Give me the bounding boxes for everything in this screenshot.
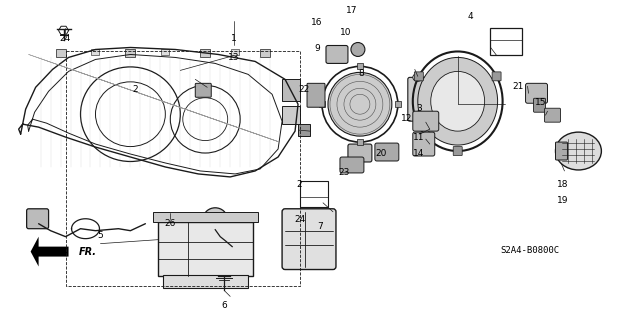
FancyBboxPatch shape [161, 49, 170, 56]
Ellipse shape [431, 71, 484, 131]
FancyBboxPatch shape [307, 83, 325, 107]
Ellipse shape [328, 72, 392, 136]
FancyBboxPatch shape [453, 146, 462, 156]
FancyBboxPatch shape [298, 124, 310, 136]
Text: 4: 4 [467, 12, 473, 21]
Text: 17: 17 [346, 6, 358, 15]
FancyBboxPatch shape [260, 49, 270, 57]
FancyBboxPatch shape [326, 46, 348, 63]
FancyBboxPatch shape [348, 144, 372, 162]
FancyBboxPatch shape [375, 143, 399, 161]
FancyBboxPatch shape [413, 132, 435, 156]
Text: 7: 7 [317, 222, 323, 231]
FancyBboxPatch shape [413, 111, 439, 131]
Ellipse shape [413, 73, 423, 81]
Text: 15: 15 [534, 98, 546, 107]
FancyBboxPatch shape [414, 72, 423, 81]
Text: 11: 11 [413, 133, 425, 142]
FancyBboxPatch shape [195, 83, 211, 97]
Ellipse shape [418, 57, 498, 145]
Text: 24: 24 [59, 34, 70, 43]
Text: 22: 22 [298, 85, 310, 94]
FancyBboxPatch shape [231, 49, 239, 56]
FancyBboxPatch shape [319, 101, 325, 107]
FancyBboxPatch shape [158, 222, 253, 277]
Text: 12: 12 [401, 114, 412, 123]
Text: 14: 14 [413, 149, 425, 158]
FancyBboxPatch shape [357, 139, 363, 145]
Ellipse shape [208, 213, 222, 225]
FancyBboxPatch shape [154, 212, 258, 222]
FancyBboxPatch shape [545, 108, 561, 122]
FancyBboxPatch shape [556, 142, 568, 160]
Text: FR.: FR. [79, 247, 97, 256]
Text: 26: 26 [164, 219, 175, 227]
FancyBboxPatch shape [492, 72, 501, 81]
Ellipse shape [351, 42, 365, 56]
Text: 10: 10 [340, 28, 351, 37]
FancyBboxPatch shape [340, 157, 364, 173]
FancyBboxPatch shape [282, 209, 336, 270]
Text: 5: 5 [97, 231, 102, 240]
FancyBboxPatch shape [125, 49, 136, 57]
Text: 24: 24 [294, 215, 305, 224]
Text: S2A4-B0800C: S2A4-B0800C [500, 246, 559, 255]
Text: 2: 2 [132, 85, 138, 94]
Text: 9: 9 [314, 44, 320, 53]
FancyBboxPatch shape [408, 78, 428, 121]
Text: 19: 19 [557, 196, 568, 205]
Text: 23: 23 [339, 168, 350, 177]
FancyBboxPatch shape [282, 79, 300, 101]
FancyBboxPatch shape [200, 49, 210, 57]
FancyBboxPatch shape [534, 98, 545, 112]
Text: 8: 8 [358, 69, 364, 78]
Ellipse shape [556, 132, 602, 170]
Text: 1: 1 [231, 34, 237, 43]
Text: 21: 21 [512, 82, 524, 91]
FancyBboxPatch shape [282, 106, 300, 124]
Polygon shape [31, 237, 68, 267]
FancyBboxPatch shape [357, 63, 363, 70]
Ellipse shape [166, 219, 174, 227]
FancyBboxPatch shape [525, 83, 547, 103]
Text: 13: 13 [228, 53, 239, 62]
Text: 16: 16 [311, 19, 323, 27]
Ellipse shape [204, 208, 227, 230]
Text: 2: 2 [297, 181, 302, 189]
Text: 3: 3 [416, 104, 422, 113]
FancyBboxPatch shape [163, 276, 248, 288]
Text: 20: 20 [375, 149, 387, 158]
FancyBboxPatch shape [27, 209, 49, 229]
FancyBboxPatch shape [56, 49, 65, 57]
Text: 6: 6 [221, 301, 227, 310]
Text: 18: 18 [557, 181, 568, 189]
FancyBboxPatch shape [395, 101, 401, 107]
FancyBboxPatch shape [92, 49, 99, 56]
Ellipse shape [163, 215, 179, 231]
